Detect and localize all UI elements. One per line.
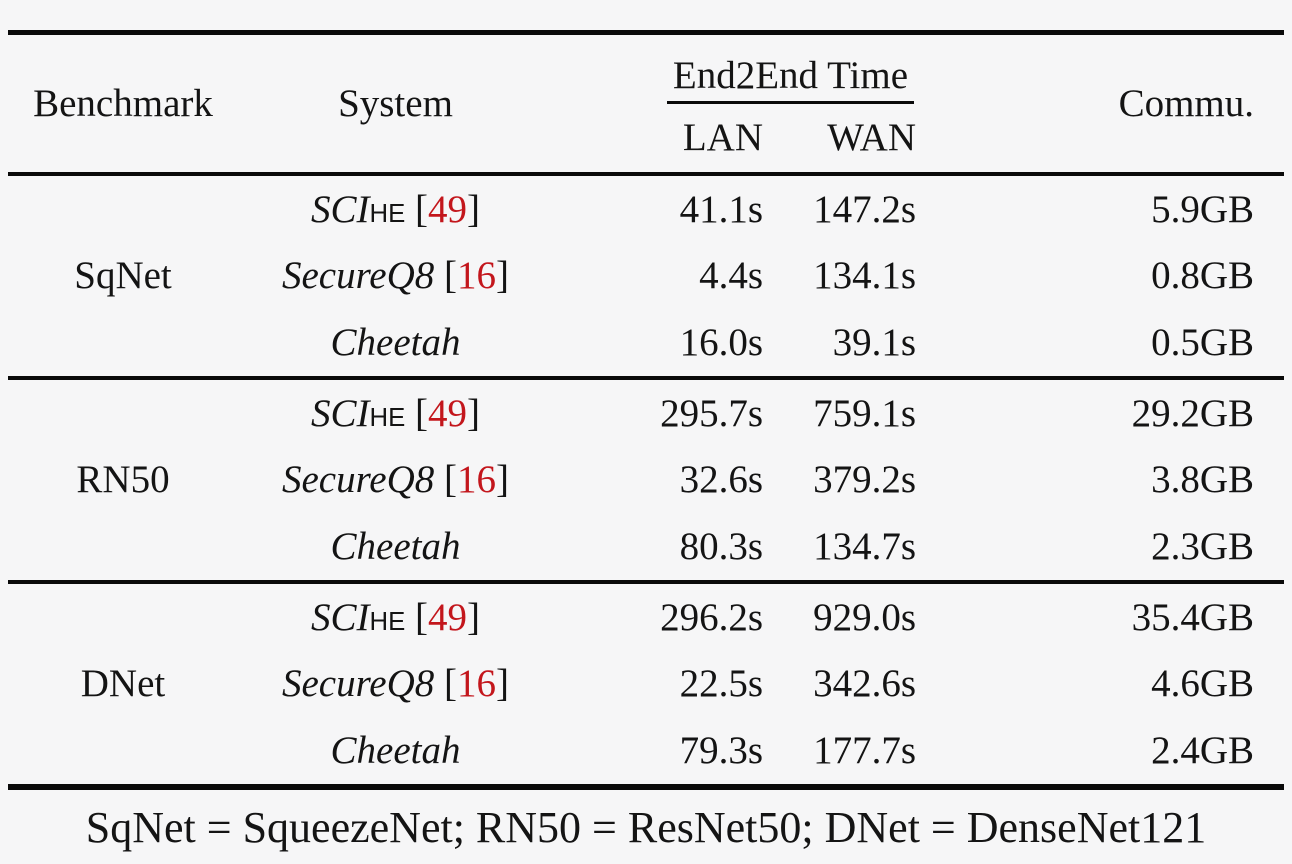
commu-cell: 2.3GB — [1151, 525, 1254, 569]
table-footnote: SqNet = SqueezeNet; RN50 = ResNet50; DNe… — [85, 802, 1207, 852]
header-benchmark: Benchmark — [33, 82, 213, 125]
benchmark-group: RN50 SCI HE [49] 295.7s 759.1s 29.2GB SecureQ8… — [8, 380, 1284, 580]
wan-time-cell: 759.1s — [813, 391, 916, 435]
system-name-cell: SecureQ8 [16] — [238, 243, 553, 310]
system-name-cell: SCI HE [49] — [238, 176, 553, 243]
citation-number: 16 — [457, 254, 497, 298]
commu-cell: 35.4GB — [1131, 595, 1254, 639]
wan-time-cell: 39.1s — [832, 321, 916, 365]
lan-time-cell: 79.3s — [679, 729, 763, 773]
commu-cell: 2.4GB — [1151, 729, 1254, 773]
wan-time-cell: 929.0s — [813, 595, 916, 639]
lan-time-cell: 41.1s — [679, 187, 763, 231]
system-name: SCI — [311, 391, 370, 435]
system-name: SCI — [311, 595, 370, 639]
system-subscript: HE — [369, 608, 406, 637]
commu-cell: 4.6GB — [1151, 662, 1254, 706]
system-name: SCI — [311, 187, 370, 231]
citation-number: 16 — [457, 458, 497, 502]
header-commu: Commu. — [1118, 82, 1254, 125]
system-subscript: HE — [369, 200, 406, 229]
group-divider-rule — [8, 376, 1284, 380]
table-top-rule — [8, 30, 1284, 35]
benchmark-name: SqNet — [74, 254, 172, 298]
header-bottom-rule — [8, 172, 1284, 176]
wan-time-cell: 147.2s — [813, 187, 916, 231]
citation-ref[interactable]: [16] — [434, 458, 510, 502]
citation-ref[interactable]: [16] — [434, 662, 510, 706]
system-name: SecureQ8 — [281, 458, 435, 502]
table-header-row: Benchmark System End2End Time LAN WAN Co… — [8, 35, 1284, 172]
citation-number: 49 — [428, 391, 467, 435]
wan-time-cell: 134.1s — [813, 254, 916, 298]
citation-number: 16 — [457, 662, 497, 706]
lan-time-cell: 295.7s — [660, 391, 763, 435]
group-divider-rule — [8, 580, 1284, 584]
commu-cell: 0.8GB — [1151, 254, 1254, 298]
system-name: Cheetah — [330, 321, 461, 365]
system-name-cell: SecureQ8 [16] — [238, 447, 553, 514]
table-body: SqNet SCI HE [49] 41.1s 147.2s 5.9GB SecureQ8 … — [0, 176, 1292, 784]
header-system: System — [338, 82, 453, 125]
citation-number: 49 — [428, 595, 467, 639]
lan-time-cell: 4.4s — [699, 254, 763, 298]
table-bottom-rule — [8, 784, 1284, 790]
header-wan: WAN — [827, 116, 916, 160]
citation-ref[interactable]: [16] — [434, 254, 510, 298]
lan-time-cell: 16.0s — [679, 321, 763, 365]
system-name-cell: Cheetah — [238, 717, 553, 784]
lan-time-cell: 80.3s — [679, 525, 763, 569]
citation-ref[interactable]: [49] — [405, 595, 480, 639]
benchmark-group: SqNet SCI HE [49] 41.1s 147.2s 5.9GB SecureQ8 … — [8, 176, 1284, 376]
system-name: Cheetah — [330, 525, 461, 569]
system-name: Cheetah — [330, 729, 461, 773]
top-margin — [0, 0, 1292, 30]
citation-ref[interactable]: [49] — [405, 187, 480, 231]
system-name-cell: SecureQ8 [16] — [238, 651, 553, 718]
benchmark-name: RN50 — [76, 458, 170, 502]
system-name-cell: Cheetah — [238, 513, 553, 580]
citation-number: 49 — [428, 187, 467, 231]
benchmark-name: DNet — [80, 662, 166, 706]
commu-cell: 29.2GB — [1131, 391, 1254, 435]
lan-time-cell: 22.5s — [679, 662, 763, 706]
benchmark-group: DNet SCI HE [49] 296.2s 929.0s 35.4GB SecureQ8… — [8, 584, 1284, 784]
header-lan: LAN — [682, 116, 763, 160]
commu-cell: 3.8GB — [1151, 458, 1254, 502]
header-end2end-group: End2End Time — [553, 35, 930, 104]
header-end2end-label: End2End Time — [666, 53, 914, 104]
citation-ref[interactable]: [49] — [405, 391, 480, 435]
system-name: SecureQ8 — [281, 254, 435, 298]
wan-time-cell: 177.7s — [813, 729, 916, 773]
wan-time-cell: 134.7s — [813, 525, 916, 569]
wan-time-cell: 379.2s — [813, 458, 916, 502]
lan-time-cell: 296.2s — [660, 595, 763, 639]
system-name-cell: Cheetah — [238, 309, 553, 376]
system-name: SecureQ8 — [281, 662, 435, 706]
wan-time-cell: 342.6s — [813, 662, 916, 706]
system-name-cell: SCI HE [49] — [238, 380, 553, 447]
commu-cell: 5.9GB — [1151, 187, 1254, 231]
commu-cell: 0.5GB — [1151, 321, 1254, 365]
system-name-cell: SCI HE [49] — [238, 584, 553, 651]
lan-time-cell: 32.6s — [679, 458, 763, 502]
system-subscript: HE — [369, 404, 406, 433]
